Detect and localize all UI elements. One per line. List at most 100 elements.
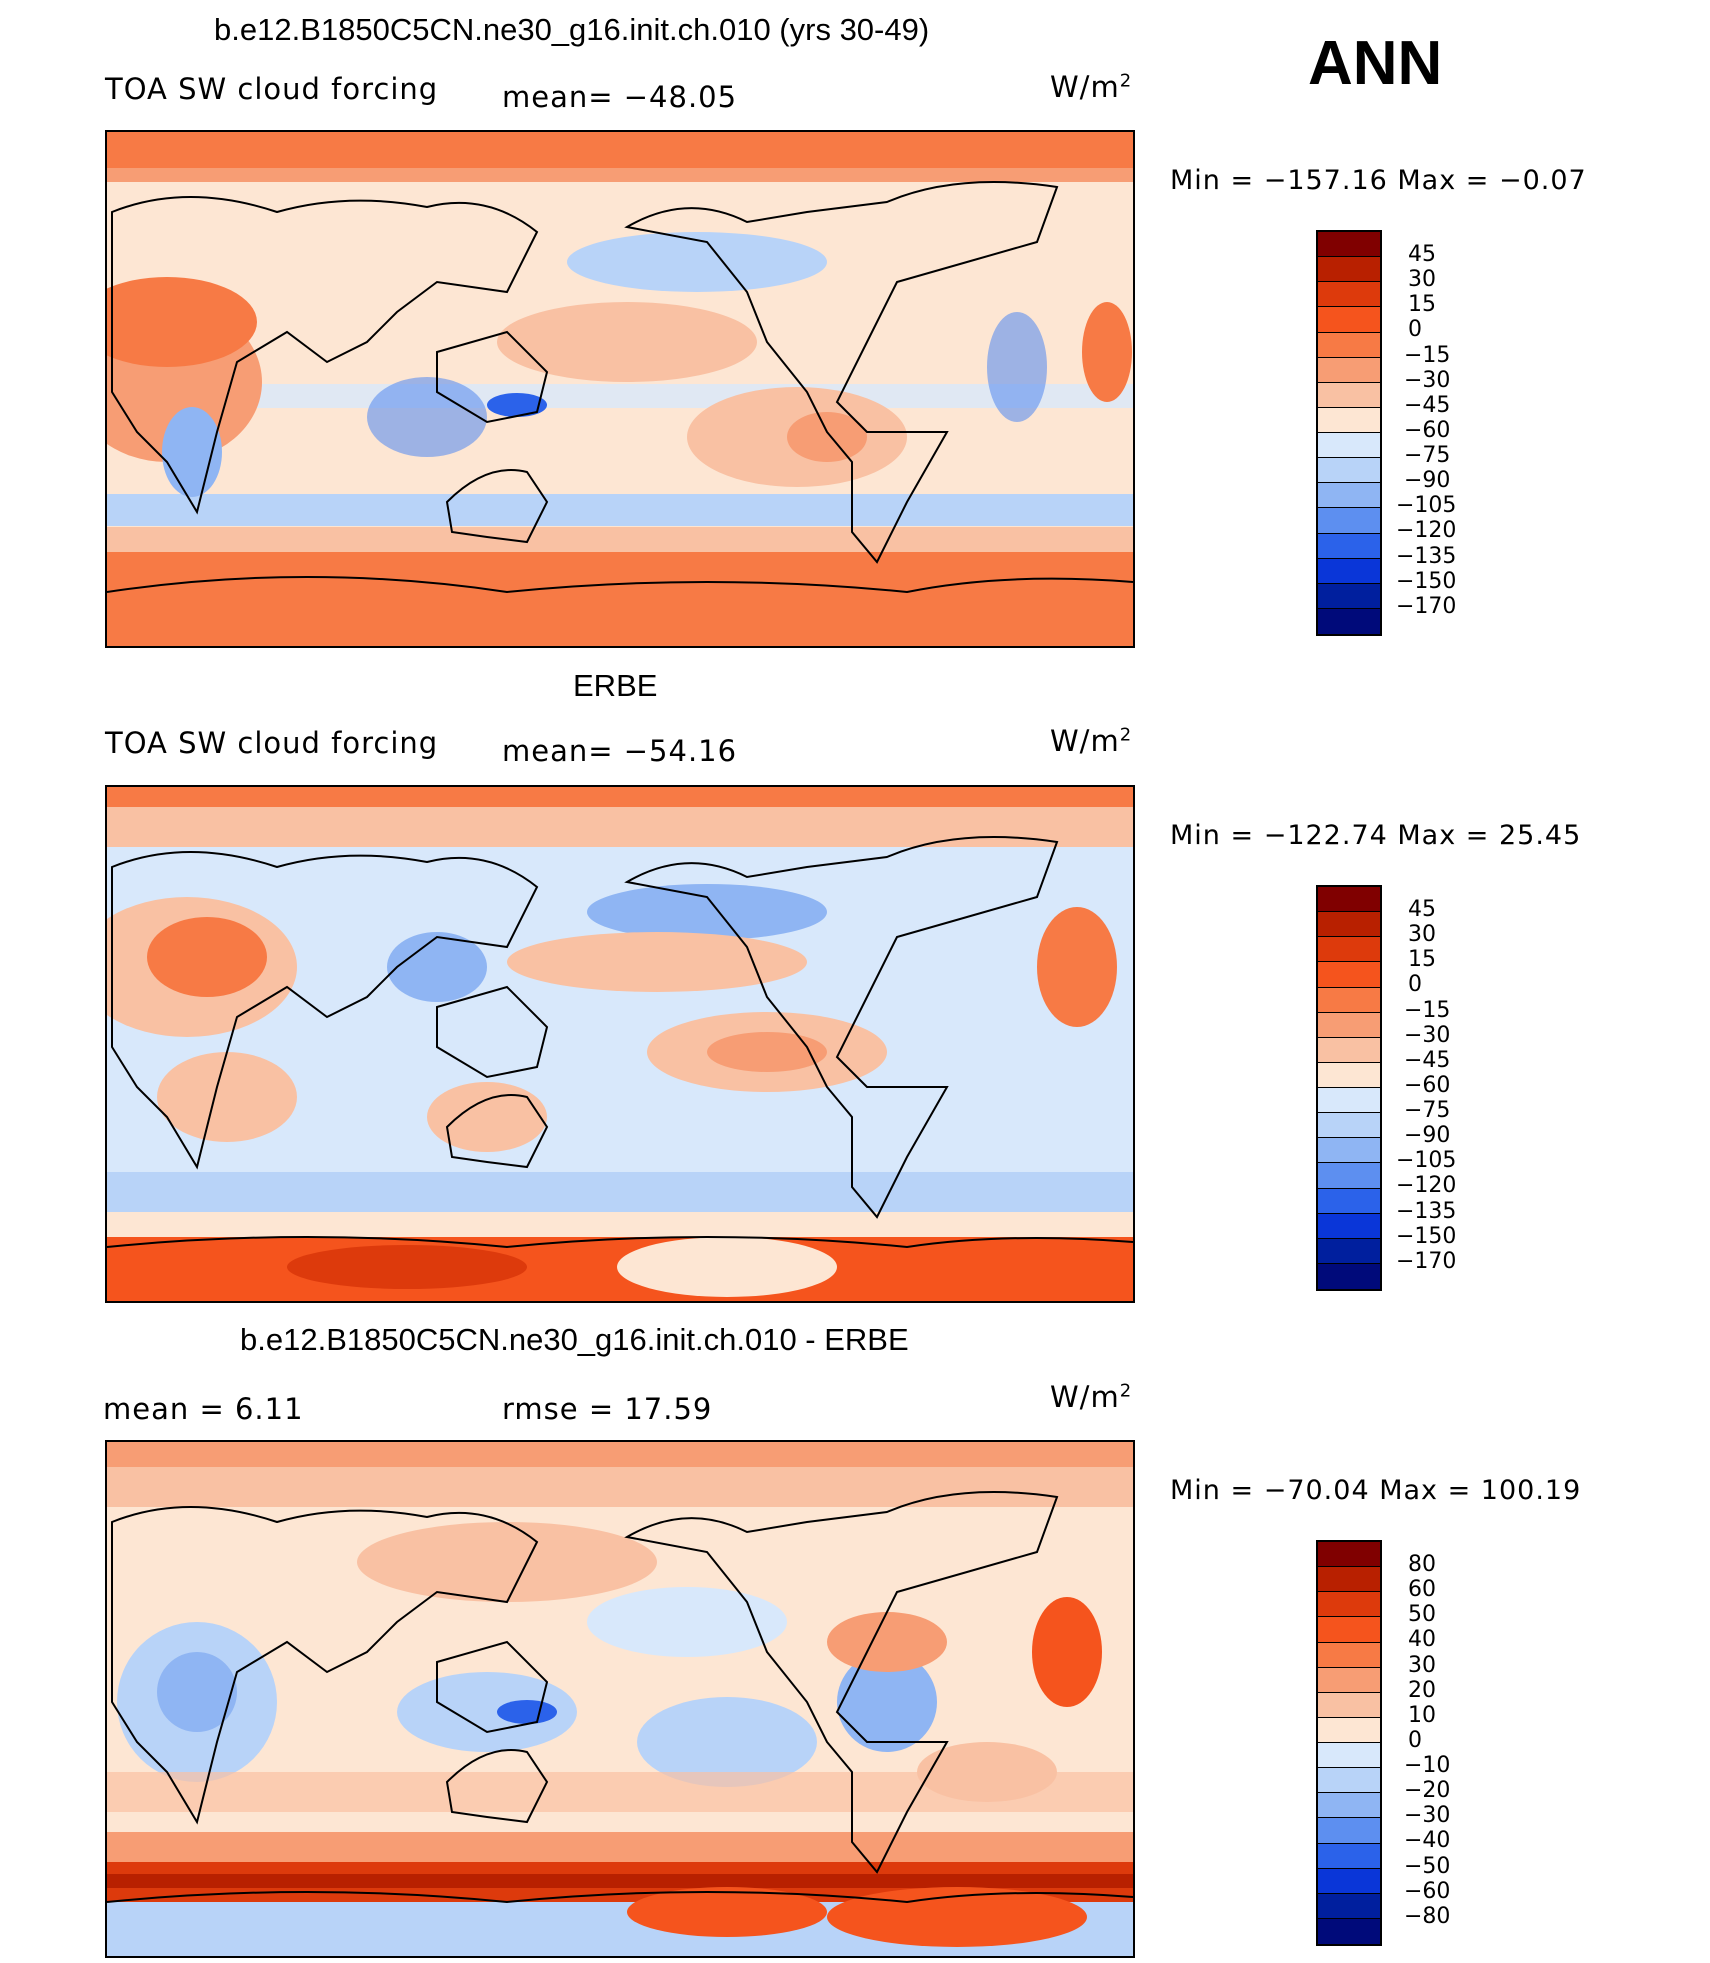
- colorbar-swatch: [1318, 1642, 1380, 1668]
- panel-2-obs-map: [105, 785, 1135, 1303]
- colorbar-level-label: −60: [1404, 1072, 1451, 1098]
- colorbar-swatch: [1318, 1868, 1380, 1894]
- panel-3-unit-label: W/m2: [1050, 1380, 1133, 1414]
- colorbar-swatch: [1318, 357, 1380, 383]
- colorbar-swatch: [1318, 987, 1380, 1013]
- colorbar-level-label: −45: [1404, 392, 1451, 418]
- colorbar-swatch: [1318, 583, 1380, 609]
- panel-1-colorbar-labels: 45 30 15 0 −15 −30 −45 −60 −75 −90 −105 −120 −135 −15…: [1396, 244, 1516, 624]
- colorbar-swatch: [1318, 558, 1380, 584]
- colorbar-level-label: 45: [1408, 242, 1436, 267]
- colorbar-swatch: [1318, 1592, 1380, 1618]
- panel-1-field-label: TOA SW cloud forcing: [105, 72, 439, 106]
- colorbar-swatch: [1318, 1893, 1380, 1919]
- colorbar-swatch: [1318, 912, 1380, 938]
- colorbar-swatch: [1318, 282, 1380, 308]
- panel-1-title: b.e12.B1850C5CN.ne30_g16.init.ch.010 (yr…: [214, 12, 930, 47]
- colorbar-swatch: [1318, 1667, 1380, 1693]
- colorbar-level-label: 10: [1408, 1702, 1436, 1728]
- colorbar-level-label: −170: [1396, 593, 1457, 619]
- colorbar-level-label: −30: [1404, 1022, 1451, 1048]
- colorbar-swatch: [1318, 887, 1380, 913]
- panel-1-colorbar: [1316, 230, 1382, 636]
- colorbar-level-label: −60: [1404, 417, 1451, 443]
- panel-3-mean-label: mean = 6.11: [103, 1392, 304, 1426]
- difference-contour-map-graphic: [107, 1442, 1133, 1956]
- colorbar-swatch: [1318, 433, 1380, 459]
- colorbar-level-label: −120: [1396, 518, 1457, 544]
- model-contour-map-graphic: [107, 132, 1133, 646]
- colorbar-swatch: [1318, 1088, 1380, 1114]
- panel-3-minmax: Min = −70.04 Max = 100.19: [1170, 1475, 1582, 1506]
- colorbar-swatch: [1318, 1793, 1380, 1819]
- colorbar-swatch: [1318, 483, 1380, 509]
- colorbar-level-label: −90: [1404, 468, 1451, 494]
- colorbar-level-label: −105: [1396, 1148, 1457, 1174]
- panel-1-minmax: Min = −157.16 Max = −0.07: [1170, 165, 1587, 196]
- colorbar-swatch: [1318, 458, 1380, 484]
- colorbar-level-label: −30: [1404, 1803, 1451, 1829]
- colorbar-level-label: −120: [1396, 1173, 1457, 1199]
- colorbar-swatch: [1318, 1012, 1380, 1038]
- panel-3-colorbar-labels: 80 60 50 40 30 20 10 0 −10 −20 −30 −40 −50 −60 −80: [1396, 1554, 1516, 1934]
- colorbar-swatch: [1318, 508, 1380, 534]
- panel-1-model-map: [105, 130, 1135, 648]
- colorbar-level-label: 30: [1408, 1652, 1436, 1678]
- colorbar-level-label: −105: [1396, 493, 1457, 519]
- colorbar-swatch: [1318, 962, 1380, 988]
- colorbar-level-label: 30: [1408, 922, 1436, 948]
- colorbar-level-label: −10: [1404, 1753, 1451, 1778]
- panel-2-unit-label: W/m2: [1050, 724, 1133, 758]
- colorbar-swatch: [1318, 1037, 1380, 1063]
- colorbar-swatch: [1318, 332, 1380, 358]
- season-label: ANN: [1308, 29, 1443, 98]
- colorbar-level-label: −75: [1404, 443, 1451, 468]
- colorbar-swatch: [1318, 1213, 1380, 1239]
- panel-3-title: b.e12.B1850C5CN.ne30_g16.init.ch.010 - E…: [240, 1322, 909, 1357]
- panel-1-unit-label: W/m2: [1050, 70, 1133, 104]
- colorbar-level-label: 80: [1408, 1552, 1436, 1577]
- colorbar-level-label: −20: [1404, 1778, 1451, 1804]
- colorbar-swatch: [1318, 307, 1380, 333]
- colorbar-swatch: [1318, 257, 1380, 283]
- colorbar-level-label: −150: [1396, 1223, 1457, 1249]
- colorbar-swatch: [1318, 1768, 1380, 1794]
- colorbar-level-label: −135: [1396, 543, 1457, 569]
- colorbar-level-label: 45: [1408, 897, 1436, 922]
- colorbar-swatch: [1318, 608, 1380, 634]
- panel-2-minmax: Min = −122.74 Max = 25.45: [1170, 820, 1582, 851]
- colorbar-swatch: [1318, 382, 1380, 408]
- colorbar-level-label: 60: [1408, 1577, 1436, 1603]
- colorbar-swatch: [1318, 1818, 1380, 1844]
- panel-3-colorbar: [1316, 1540, 1382, 1946]
- colorbar-level-label: −60: [1404, 1878, 1451, 1904]
- colorbar-swatch: [1318, 533, 1380, 559]
- colorbar-swatch: [1318, 1062, 1380, 1088]
- colorbar-level-label: −40: [1404, 1828, 1451, 1854]
- colorbar-swatch: [1318, 1567, 1380, 1593]
- panel-2-title: ERBE: [573, 668, 658, 703]
- colorbar-level-label: 20: [1408, 1677, 1436, 1703]
- colorbar-swatch: [1318, 1238, 1380, 1264]
- panel-2-field-label: TOA SW cloud forcing: [105, 726, 439, 760]
- colorbar-swatch: [1318, 1188, 1380, 1214]
- colorbar-level-label: 40: [1408, 1627, 1436, 1653]
- colorbar-level-label: 0: [1408, 972, 1422, 998]
- colorbar-swatch: [1318, 1843, 1380, 1869]
- colorbar-level-label: 30: [1408, 267, 1436, 293]
- panel-2-colorbar-labels: 45 30 15 0 −15 −30 −45 −60 −75 −90 −105 −120 −135 −15…: [1396, 899, 1516, 1279]
- colorbar-swatch: [1318, 407, 1380, 433]
- colorbar-swatch: [1318, 1138, 1380, 1164]
- colorbar-level-label: 15: [1408, 947, 1436, 973]
- colorbar-swatch: [1318, 1692, 1380, 1718]
- colorbar-swatch: [1318, 1163, 1380, 1189]
- colorbar-level-label: −80: [1404, 1903, 1451, 1929]
- colorbar-level-label: −15: [1404, 342, 1451, 368]
- obs-contour-map-graphic: [107, 787, 1133, 1301]
- colorbar-level-label: 0: [1408, 1727, 1422, 1753]
- colorbar-level-label: −45: [1404, 1047, 1451, 1073]
- colorbar-swatch: [1318, 1617, 1380, 1643]
- panel-3-difference-map: [105, 1440, 1135, 1958]
- colorbar-level-label: −135: [1396, 1198, 1457, 1224]
- panel-2-colorbar: [1316, 885, 1382, 1291]
